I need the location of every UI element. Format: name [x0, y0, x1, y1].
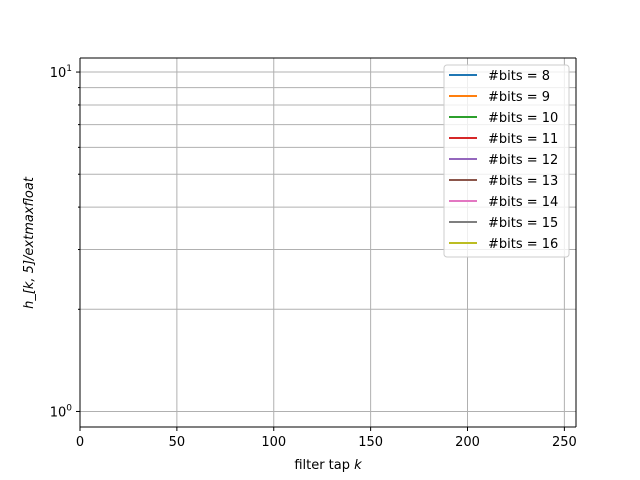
x-tick-label: 150	[358, 435, 383, 450]
legend-label: #bits = 16	[488, 237, 558, 252]
x-axis-label: filter tap k	[294, 458, 362, 473]
x-axis-ticks: 0 50 100 150 200 250	[76, 427, 577, 450]
y-axis-ticks: 100 101	[50, 64, 80, 420]
legend-label: #bits = 14	[488, 195, 558, 210]
x-tick-label: 250	[552, 435, 577, 450]
x-tick-label: 50	[169, 435, 186, 450]
y-tick-label: 101	[50, 64, 72, 81]
legend-label: #bits = 10	[488, 111, 558, 126]
y-tick-label: 100	[50, 403, 73, 420]
x-axis-label-variable: k	[354, 458, 362, 473]
y-axis-label: h_[k, 5]/extmaxfloat	[22, 176, 37, 309]
legend-label: #bits = 9	[488, 90, 550, 105]
legend-frame	[443, 64, 570, 258]
legend-label: #bits = 8	[488, 69, 550, 84]
legend: #bits = 8 #bits = 9 #bits = 10 #bits = 11 #b…	[443, 64, 570, 258]
legend-label: #bits = 11	[488, 132, 558, 147]
x-tick-label: 0	[76, 435, 84, 450]
x-tick-label: 100	[261, 435, 286, 450]
legend-label: #bits = 15	[488, 216, 558, 231]
x-axis-label-text: filter tap	[294, 458, 350, 473]
legend-label: #bits = 12	[488, 153, 558, 168]
x-tick-label: 200	[455, 435, 480, 450]
legend-label: #bits = 13	[488, 174, 558, 189]
plot-frame	[79, 57, 577, 428]
